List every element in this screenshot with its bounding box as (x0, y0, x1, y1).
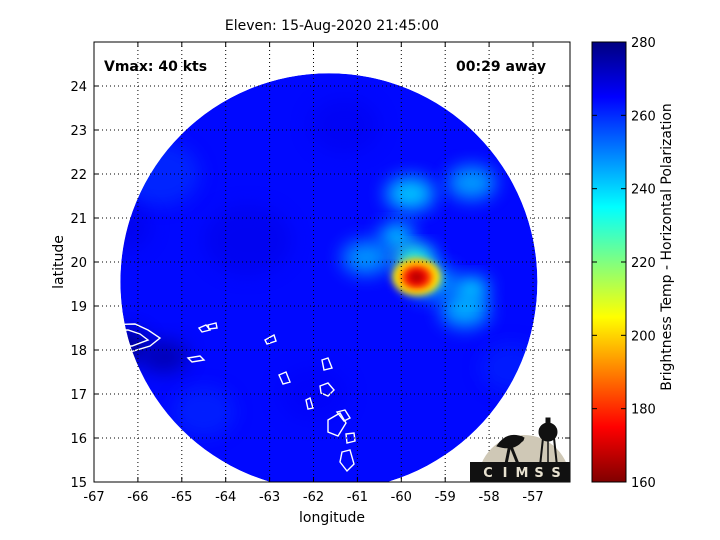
island-outline (319, 382, 335, 397)
coastlines (94, 322, 356, 473)
time-away-annotation: 00:29 away (456, 59, 546, 75)
colorbar-tick-label: 180 (631, 403, 656, 418)
chart-title: Eleven: 15-Aug-2020 21:45:00 (225, 18, 439, 34)
island-outline (278, 371, 291, 385)
brightness-temp-feature (385, 176, 435, 211)
logo-letter: M (516, 466, 529, 481)
y-tick-label: 15 (70, 476, 87, 491)
y-tick-label: 16 (70, 432, 87, 447)
island-outline (186, 355, 206, 363)
x-tick-label: -63 (259, 490, 280, 505)
y-axis-label: latitude (51, 235, 67, 289)
x-tick-label: -67 (83, 490, 104, 505)
y-tick-label: 22 (70, 168, 87, 183)
swath-background (120, 73, 538, 482)
brightness-temp-feature (140, 339, 189, 374)
brightness-temp-feature (454, 276, 489, 301)
x-tick-label: -61 (347, 490, 368, 505)
y-tick-label: 19 (70, 300, 87, 315)
cold-core-ring (409, 271, 424, 283)
x-tick-label: -66 (127, 490, 148, 505)
vmax-annotation: Vmax: 40 kts (104, 59, 207, 75)
x-axis-ticks: -67 -66 -65 -64 -63 -62 -61 -60 -59 -58 -57 (83, 42, 544, 505)
x-tick-label: -59 (435, 490, 456, 505)
island-outline (264, 333, 277, 345)
swath-texture (309, 97, 380, 154)
x-tick-label: -60 (391, 490, 412, 505)
island-outline (305, 397, 314, 410)
x-tick-label: -58 (478, 490, 499, 505)
y-axis-ticks: 15 16 17 18 19 20 21 22 23 24 (70, 80, 570, 491)
satellite-dish-icon (496, 434, 525, 465)
logo-letter: S (551, 466, 560, 481)
x-tick-label: -62 (303, 490, 324, 505)
logo-banner (470, 462, 570, 482)
water-tower-icon (538, 417, 558, 467)
island-outline (197, 324, 212, 333)
y-tick-label: 17 (70, 388, 87, 403)
y-tick-label: 18 (70, 344, 87, 359)
logo-letter: C (483, 466, 493, 481)
brightness-temp-feature (447, 165, 496, 200)
colorbar (591, 41, 627, 483)
island-outline (339, 449, 355, 473)
colorbar-tick-label: 220 (631, 256, 656, 271)
grid (94, 42, 570, 482)
brightness-temp-feature (380, 223, 414, 248)
island-outline (321, 357, 333, 371)
x-tick-label: -57 (522, 490, 543, 505)
colorbar-tick-label: 280 (631, 36, 656, 51)
colorbar-tick-label: 200 (631, 329, 656, 344)
y-tick-label: 20 (70, 256, 87, 271)
x-tick-label: -65 (171, 490, 192, 505)
island-outline (94, 323, 162, 353)
brightness-temp-feature (440, 293, 490, 328)
island-outline (207, 322, 218, 330)
swath-texture (173, 387, 235, 437)
colorbar-tick-label: 240 (631, 183, 656, 198)
y-tick-label: 23 (70, 124, 87, 139)
colorbar-label: Brightness Temp - Horizontal Polarizatio… (659, 103, 675, 391)
colorbar-tick-label: 260 (631, 109, 656, 124)
x-axis-label: longitude (299, 510, 365, 526)
brightness-temp-feature (342, 240, 391, 275)
colorbar-ticks: 160 180 200 220 240 260 280 (592, 36, 656, 491)
island-outline (345, 432, 356, 444)
y-tick-label: 21 (70, 212, 87, 227)
logo-letter: I (503, 466, 508, 481)
swath-texture (203, 204, 292, 276)
island-outline (335, 409, 352, 422)
island-outline (94, 329, 150, 348)
colorbar-tick-label: 160 (631, 476, 656, 491)
logo-letter: S (534, 466, 543, 481)
y-tick-label: 24 (70, 80, 87, 95)
x-tick-label: -64 (215, 490, 236, 505)
